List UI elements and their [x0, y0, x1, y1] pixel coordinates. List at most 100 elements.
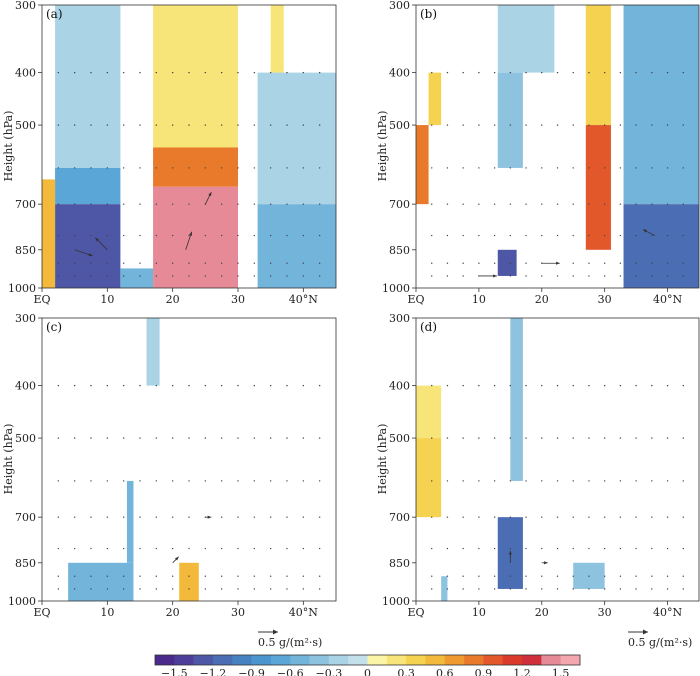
panel-d-vector-dot: [525, 437, 527, 439]
panel-d-y-tick-label: 700: [389, 511, 410, 524]
panel-d-vector-dot: [541, 516, 543, 518]
panel-a-vector-dot: [139, 167, 141, 169]
panel-a-vector-dot: [269, 167, 272, 169]
panel-b-vector-dot: [666, 234, 669, 237]
panel-b-vector-dot: [478, 124, 480, 126]
panel-a-vector-dot: [57, 167, 60, 169]
panel-a-vector-dot: [237, 275, 239, 277]
panel-c-vector-dot: [73, 588, 76, 590]
panel-a-vector-dot: [106, 71, 109, 74]
panel-a-vector-dot: [253, 71, 256, 74]
panel-a-vector-dot: [318, 262, 321, 264]
panel-a-vector-dot: [237, 234, 239, 237]
panel-c-vector-dot: [106, 384, 109, 387]
panel-c-vector-dot: [171, 516, 174, 518]
panel-c-flux-vector: [172, 556, 179, 564]
panel-a-vector-dot: [90, 167, 92, 169]
panel-c-vector-dot: [237, 516, 239, 518]
y-axis-title-a: Height (hPa): [2, 111, 15, 182]
panel-c-vector-dot: [122, 575, 125, 577]
panel-b-vector-dot: [478, 71, 480, 74]
panel-a-vector-dot: [237, 167, 239, 169]
panel-d-vector-dot: [651, 588, 653, 590]
panel-b-vector-dot: [509, 275, 512, 277]
panel-a-cell: [153, 147, 238, 187]
panel-b-vector-dot: [572, 167, 574, 169]
panel-a-cell: [153, 5, 238, 148]
panel-a-vector-dot: [302, 262, 305, 264]
colorbar-tick-label: −1.2: [200, 667, 227, 676]
panel-b-cell: [428, 72, 442, 126]
panel-a-vector-dot: [122, 275, 125, 277]
panel-c-y-tick-label: 850: [15, 557, 36, 570]
panel-c-vector-dot: [253, 547, 256, 550]
panel-d-vector-dot: [541, 547, 543, 550]
panel-c-x-tick-label: 20: [166, 606, 180, 619]
panel-a-vector-dot: [139, 203, 141, 205]
panel-a-vector-dot: [204, 71, 207, 74]
panel-a-vector-dot: [106, 275, 109, 277]
panel-a-y-tick-label: 1000: [8, 282, 36, 295]
panel-a-vector-dot: [302, 234, 305, 237]
panel-d-vector-dot: [682, 480, 684, 482]
panel-b-vector-dot: [635, 275, 637, 277]
panel-c-vector-dot: [155, 547, 158, 550]
panel-a-label: (a): [46, 7, 63, 21]
panel-d-vector-dot: [651, 480, 653, 482]
panel-d-x-tick-label: 20: [535, 606, 549, 619]
panel-b-vector-dot: [603, 71, 606, 74]
panel-c-y-tick-label: 500: [15, 432, 36, 445]
panel-a-vector-dot: [220, 234, 223, 237]
panel-c-x-tick-label: EQ: [33, 606, 50, 619]
panel-c-label: (c): [46, 320, 62, 334]
panel-a-cell: [55, 204, 121, 288]
colorbar-segment: [386, 655, 407, 665]
panel-b-vector-dot: [509, 124, 512, 126]
panel-d-y-tick-label: 1000: [382, 595, 410, 608]
panel-c-y-tick-label: 400: [15, 380, 36, 393]
colorbar-segment: [425, 655, 446, 665]
panel-b-vector-dot: [462, 262, 464, 264]
panel-d-vector-dot: [509, 516, 512, 518]
panel-b-vector-dot: [651, 234, 653, 237]
panel-d-vector-dot: [541, 480, 543, 482]
panel-d-y-tick-label: 400: [389, 380, 410, 393]
panel-c-vector-dot: [237, 547, 239, 550]
panel-c-vector-dot: [253, 480, 256, 482]
panel-c-vector-dot: [220, 547, 223, 550]
panel-b-vector-dot: [509, 71, 512, 74]
panel-b-x-tick-label: 10: [472, 293, 486, 306]
panel-c-vector-dot: [57, 384, 60, 387]
panel-b-vector-dot: [431, 262, 433, 264]
panel-d-vector-dot: [588, 516, 590, 518]
panel-b-vector-dot: [541, 124, 543, 126]
panel-a-vector-dot: [302, 167, 305, 169]
panel-d-vector-dot: [478, 480, 480, 482]
colorbar-tick-label: −0.3: [316, 667, 343, 676]
panel-b-vector-dot: [541, 234, 543, 237]
panel-a-vector-dot: [73, 262, 76, 264]
panel-c-vector-dot: [106, 516, 109, 518]
panel-c-vector-dot: [171, 547, 174, 550]
panel-d-vector-dot: [431, 437, 433, 439]
panel-b-vector-dot: [478, 262, 480, 264]
panel-b-vector-dot: [541, 203, 543, 205]
panel-c-vector-dot: [269, 384, 272, 387]
panel-d-vector-dot: [556, 384, 559, 387]
panel-a-vector-dot: [286, 275, 288, 277]
panel-c-vector-dot: [171, 588, 174, 590]
panel-b-vector-dot: [588, 203, 590, 205]
panel-d-vector-dot: [431, 516, 433, 518]
y-axis-title-d: Height (hPa): [376, 424, 389, 495]
panel-d-vector-dot: [603, 575, 606, 577]
panel-b-vector-dot: [682, 262, 684, 264]
panel-c-vector-dot: [122, 437, 125, 439]
panel-d-vector-dot: [556, 480, 559, 482]
panel-a-y-tick-label: 850: [15, 244, 36, 257]
panel-a-vector-dot: [318, 203, 321, 205]
panel-d-vector-dot: [572, 480, 574, 482]
panel-b-vector-dot: [603, 203, 606, 205]
panel-c-vector-dot: [57, 575, 60, 577]
panel-d-vector-dot: [603, 437, 606, 439]
panel-c-vector-dot: [188, 384, 190, 387]
